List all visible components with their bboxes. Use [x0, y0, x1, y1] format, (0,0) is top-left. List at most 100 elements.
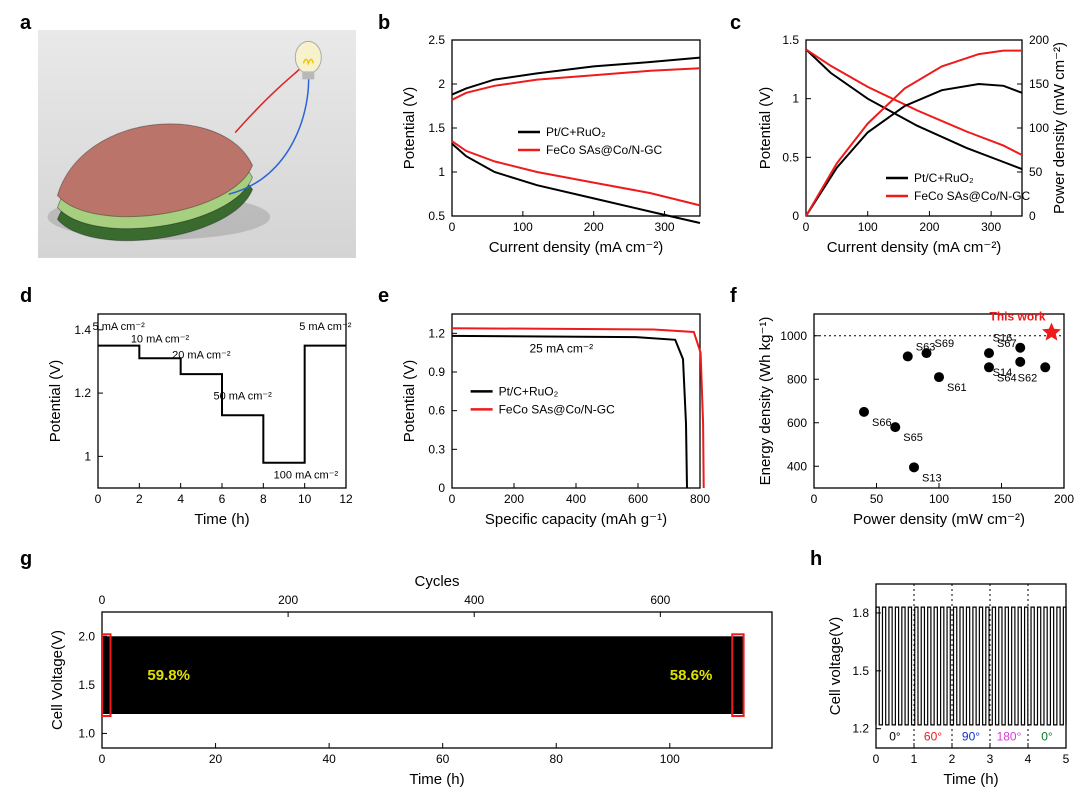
svg-text:20: 20 [209, 752, 223, 766]
svg-text:Potential (V): Potential (V) [47, 360, 64, 443]
svg-text:Current density (mA cm⁻²): Current density (mA cm⁻²) [827, 239, 1002, 256]
svg-text:25 mA cm⁻²: 25 mA cm⁻² [530, 342, 594, 356]
svg-text:0: 0 [449, 220, 456, 234]
panel-a [38, 30, 356, 258]
svg-text:1.0: 1.0 [78, 726, 95, 740]
panel-c: 010020030000.511.5Current density (mA cm… [756, 30, 1074, 258]
svg-text:4: 4 [177, 492, 184, 506]
svg-text:200: 200 [919, 220, 939, 234]
svg-text:1.2: 1.2 [428, 326, 445, 340]
svg-text:100: 100 [660, 752, 680, 766]
svg-text:Potential (V): Potential (V) [757, 87, 774, 170]
svg-text:2.5: 2.5 [428, 33, 445, 47]
svg-text:S13: S13 [922, 472, 942, 484]
svg-text:FeCo SAs@Co/N-GC: FeCo SAs@Co/N-GC [914, 189, 1031, 203]
svg-text:8: 8 [260, 492, 267, 506]
svg-text:100 mA cm⁻²: 100 mA cm⁻² [274, 470, 339, 482]
svg-text:0.9: 0.9 [428, 365, 445, 379]
svg-text:S66: S66 [872, 417, 892, 429]
svg-text:1.4: 1.4 [74, 323, 91, 337]
panel-f: 0501001502004006008001000Power density (… [756, 302, 1074, 530]
svg-text:Specific capacity (mAh g⁻¹): Specific capacity (mAh g⁻¹) [485, 511, 667, 528]
label-g: g [20, 548, 32, 571]
panel-e: 020040060080000.30.60.91.2Specific capac… [400, 302, 710, 530]
svg-text:600: 600 [650, 593, 670, 607]
figure: a b c d e f g h 01002003000.511.522.5Cur… [0, 0, 1080, 803]
svg-text:600: 600 [628, 492, 648, 506]
svg-text:2: 2 [136, 492, 143, 506]
svg-text:5 mA cm⁻²: 5 mA cm⁻² [93, 321, 146, 333]
svg-text:200: 200 [584, 220, 604, 234]
svg-text:400: 400 [464, 593, 484, 607]
svg-text:0°: 0° [889, 729, 901, 743]
svg-text:10: 10 [298, 492, 312, 506]
svg-text:600: 600 [787, 416, 807, 430]
svg-text:200: 200 [1029, 33, 1049, 47]
svg-text:1: 1 [84, 449, 91, 463]
svg-text:Pt/C+RuO₂: Pt/C+RuO₂ [546, 125, 606, 139]
svg-text:59.8%: 59.8% [147, 667, 190, 684]
svg-text:60: 60 [436, 752, 450, 766]
svg-text:3: 3 [987, 752, 994, 766]
svg-text:Time (h): Time (h) [409, 771, 464, 788]
svg-text:1.5: 1.5 [782, 33, 799, 47]
label-d: d [20, 285, 32, 308]
svg-text:400: 400 [566, 492, 586, 506]
svg-text:800: 800 [787, 372, 807, 386]
svg-text:4: 4 [1025, 752, 1032, 766]
svg-text:40: 40 [322, 752, 336, 766]
svg-text:FeCo SAs@Co/N-GC: FeCo SAs@Co/N-GC [499, 402, 616, 416]
svg-text:S62: S62 [1018, 372, 1038, 384]
svg-text:0: 0 [95, 492, 102, 506]
svg-text:Cell Voltage(V): Cell Voltage(V) [49, 630, 66, 730]
svg-text:1: 1 [438, 165, 445, 179]
svg-text:S14: S14 [993, 367, 1013, 379]
svg-text:2.0: 2.0 [78, 629, 95, 643]
svg-text:800: 800 [690, 492, 710, 506]
svg-text:300: 300 [655, 220, 675, 234]
svg-text:50: 50 [870, 492, 884, 506]
svg-text:0: 0 [99, 752, 106, 766]
svg-text:58.6%: 58.6% [670, 667, 713, 684]
svg-text:0.5: 0.5 [428, 209, 445, 223]
svg-text:2: 2 [949, 752, 956, 766]
svg-text:0: 0 [792, 209, 799, 223]
svg-text:10 mA cm⁻²: 10 mA cm⁻² [131, 333, 190, 345]
svg-text:200: 200 [1054, 492, 1074, 506]
label-h: h [810, 548, 822, 571]
svg-text:Potential (V): Potential (V) [401, 360, 418, 443]
svg-text:200: 200 [504, 492, 524, 506]
svg-text:Power density (mW cm⁻²): Power density (mW cm⁻²) [853, 511, 1025, 528]
svg-text:50: 50 [1029, 165, 1043, 179]
panel-h: 0123451.21.51.8Time (h)Cell voltage(V)0°… [826, 572, 1074, 790]
svg-text:0.5: 0.5 [782, 150, 799, 164]
svg-text:200: 200 [278, 593, 298, 607]
svg-text:180°: 180° [997, 729, 1022, 743]
svg-text:Time (h): Time (h) [194, 511, 249, 528]
svg-text:Energy density (Wh kg⁻¹): Energy density (Wh kg⁻¹) [757, 317, 774, 486]
svg-text:This work: This work [989, 309, 1045, 323]
svg-text:1: 1 [792, 92, 799, 106]
panel-b: 01002003000.511.522.5Current density (mA… [400, 30, 710, 258]
svg-text:20 mA cm⁻²: 20 mA cm⁻² [172, 349, 231, 361]
svg-text:150: 150 [1029, 77, 1049, 91]
svg-text:S16: S16 [993, 333, 1013, 345]
svg-text:0: 0 [811, 492, 818, 506]
svg-text:100: 100 [929, 492, 949, 506]
svg-text:0.6: 0.6 [428, 404, 445, 418]
svg-text:0: 0 [449, 492, 456, 506]
svg-text:400: 400 [787, 459, 807, 473]
svg-text:1.5: 1.5 [78, 678, 95, 692]
svg-text:6: 6 [219, 492, 226, 506]
svg-text:S61: S61 [947, 382, 967, 394]
svg-text:1: 1 [911, 752, 918, 766]
svg-text:0: 0 [99, 593, 106, 607]
svg-text:S69: S69 [935, 338, 955, 350]
svg-text:2: 2 [438, 77, 445, 91]
svg-text:5 mA cm⁻²: 5 mA cm⁻² [299, 321, 352, 333]
svg-text:60°: 60° [924, 729, 942, 743]
svg-text:0: 0 [1029, 209, 1036, 223]
label-a: a [20, 12, 31, 35]
svg-text:Potential (V): Potential (V) [401, 87, 418, 170]
svg-text:Pt/C+RuO₂: Pt/C+RuO₂ [499, 384, 559, 398]
